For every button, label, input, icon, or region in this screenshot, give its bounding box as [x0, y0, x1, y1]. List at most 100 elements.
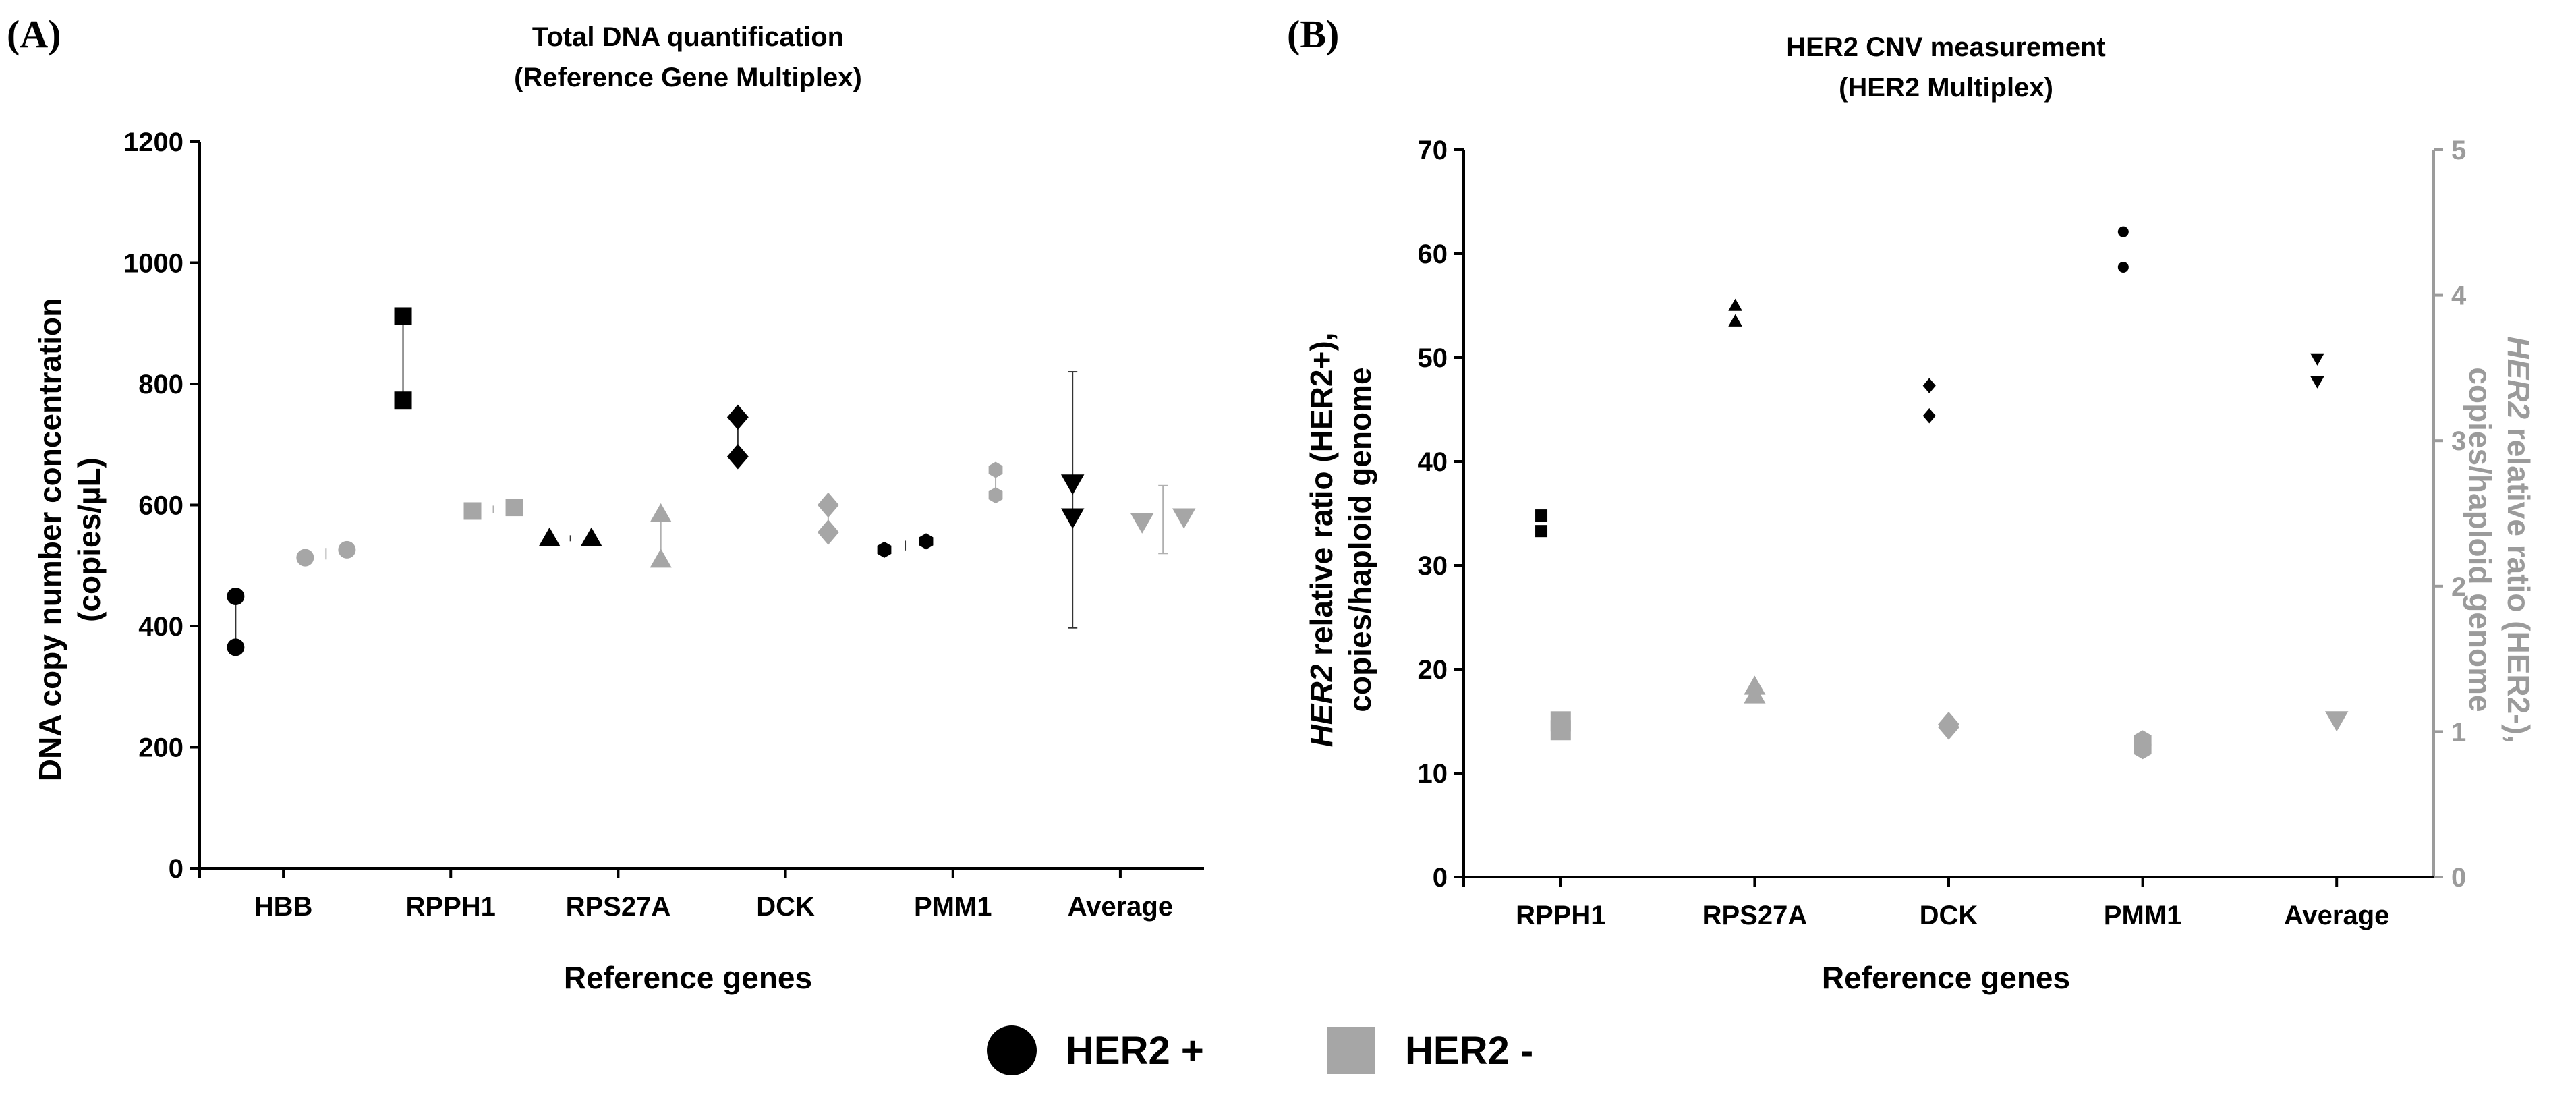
- panel-b-right-axis-title: HER2 relative ratio (HER2-),: [2501, 336, 2536, 743]
- panel-a-x-tick-label-rps27a: RPS27A: [566, 892, 671, 922]
- panel-a-y-tick-label: 1200: [123, 128, 183, 157]
- panel-a: (A) Total DNA quantification (Reference …: [7, 12, 1204, 995]
- panel-b-y-axis-title-rest: relative ratio (HER2+),: [1304, 333, 1339, 665]
- panel-b-point-her2-positive-rpph1: [1535, 509, 1548, 522]
- panel-a-point-her2-negative-rps27a: [650, 503, 672, 523]
- panel-a-point-her2-positive-dck: [726, 443, 749, 470]
- panel-a-y-tick-label: 0: [169, 854, 183, 884]
- panel-a-point-her2-negative-pmm1: [988, 461, 1003, 478]
- panel-a-point-her2-positive-average: [1060, 474, 1085, 495]
- panel-b-point-her2-positive-rps27a: [1728, 314, 1742, 327]
- panel-a-point-her2-negative-hbb: [296, 548, 314, 567]
- panel-a-x-axis-title: Reference genes: [564, 960, 812, 995]
- panel-b-y-tick-label: 70: [1418, 136, 1448, 165]
- panel-b-y-axis-title-line2: copies/haploid genome: [1342, 367, 1377, 712]
- panel-b-right-tick-label: 1: [2451, 717, 2466, 747]
- panel-a-point-her2-positive-pmm1: [919, 533, 934, 550]
- panel-b-letter: (B): [1287, 12, 1339, 56]
- panel-b-point-her2-negative-rps27a: [1744, 684, 1766, 704]
- panel-b-y-axis-title: HER2 relative ratio (HER2+),: [1304, 333, 1339, 748]
- legend: HER2 + HER2 -: [987, 1025, 1533, 1075]
- panel-b-right-axis-title-italic: HER2: [2501, 336, 2536, 419]
- panel-b-right-tick-label: 4: [2451, 281, 2467, 311]
- panel-b-x-tick-label-pmm1: PMM1: [2104, 901, 2182, 930]
- panel-b-y-axis-title-italic: HER2: [1304, 664, 1339, 747]
- panel-b-subtitle: (HER2 Multiplex): [1839, 73, 2053, 103]
- panel-a-subtitle: (Reference Gene Multiplex): [514, 63, 862, 92]
- panel-b-x-tick-label-dck: DCK: [1920, 901, 1978, 930]
- panel-a-x-tick-label-hbb: HBB: [254, 892, 313, 922]
- panel-a-y-tick-label: 400: [138, 612, 183, 642]
- panel-a-point-her2-negative-pmm1: [988, 487, 1003, 504]
- panel-a-y-tick-label: 200: [138, 733, 183, 763]
- panel-b-point-her2-positive-dck: [1922, 407, 1936, 424]
- panel-a-point-her2-negative-average: [1172, 508, 1196, 529]
- panel-a-x-tick-label-rpph1: RPPH1: [406, 892, 496, 922]
- panel-a-letter: (A): [7, 12, 61, 56]
- panel-b-axes: 0 10 20 30 40 50 60 70 0 1 2 3 4 5 RPPH1 RPS27A DCK PMM1 A…: [1418, 136, 2467, 930]
- panel-b-x-axis-title: Reference genes: [1822, 960, 2070, 995]
- panel-b-point-her2-positive-average: [2310, 353, 2324, 366]
- panel-a-x-tick-label-dck: DCK: [756, 892, 815, 922]
- panel-a-point-her2-positive-rpph1: [394, 391, 412, 410]
- panel-a-point-her2-positive-hbb: [227, 638, 245, 656]
- panel-b-point-her2-negative-rpph1: [1550, 720, 1571, 741]
- panel-a-point-her2-negative-hbb: [338, 540, 356, 559]
- panel-b-y-tick-label: 40: [1418, 447, 1448, 477]
- panel-a-x-tick-label-average: Average: [1068, 892, 1173, 922]
- panel-b-title: HER2 CNV measurement: [1786, 32, 2106, 62]
- legend-marker-her2-negative: [1327, 1027, 1375, 1074]
- panel-a-y-axis-title: DNA copy number concentration: [32, 298, 67, 781]
- panel-b-x-tick-label-rpph1: RPPH1: [1516, 901, 1605, 930]
- panel-a-point-her2-negative-rpph1: [505, 499, 523, 517]
- panel-a-point-her2-positive-rps27a: [580, 527, 602, 546]
- panel-b-y-tick-label: 10: [1418, 759, 1448, 789]
- panel-b-right-tick-label: 2: [2451, 572, 2466, 602]
- panel-b-point-her2-positive-pmm1: [2117, 262, 2129, 273]
- panel-a-point-her2-positive-dck: [726, 404, 749, 430]
- panel-a-marks: [227, 307, 1196, 656]
- panel-a-title: Total DNA quantification: [532, 22, 844, 52]
- panel-b-point-her2-negative-average: [2324, 711, 2349, 732]
- legend-label-her2-positive: HER2 +: [1066, 1029, 1204, 1073]
- panel-b-x-tick-label-average: Average: [2284, 901, 2389, 930]
- panel-a-point-her2-negative-average: [1130, 513, 1154, 534]
- panel-b-point-her2-positive-average: [2310, 376, 2324, 389]
- panel-b-x-tick-label-rps27a: RPS27A: [1702, 901, 1808, 930]
- legend-label-her2-negative: HER2 -: [1405, 1029, 1533, 1073]
- panel-b-right-tick-label: 5: [2451, 136, 2466, 165]
- panel-a-y-axis-unit: (copies/µL): [71, 457, 107, 622]
- panel-b-point-her2-negative-pmm1: [2134, 739, 2152, 760]
- panel-b-y-tick-label: 20: [1418, 655, 1448, 685]
- panel-a-y-tick-label: 600: [138, 491, 183, 521]
- panel-b-right-tick-label: 0: [2451, 863, 2466, 893]
- panel-a-point-her2-negative-rps27a: [650, 548, 672, 568]
- legend-marker-her2-positive: [987, 1025, 1037, 1075]
- panel-a-point-her2-negative-dck: [817, 492, 839, 518]
- panel-a-point-her2-positive-rpph1: [394, 307, 412, 325]
- panel-b-point-her2-positive-pmm1: [2117, 226, 2129, 237]
- panel-b-marks: [1535, 226, 2349, 760]
- panel-b-point-her2-positive-rpph1: [1535, 525, 1548, 538]
- panel-a-point-her2-negative-dck: [817, 519, 839, 545]
- panel-b-point-her2-positive-dck: [1922, 378, 1936, 393]
- panel-b-right-axis-title-line2: copies/haploid genome: [2463, 367, 2498, 712]
- panel-a-y-tick-label: 800: [138, 370, 183, 399]
- panel-a-point-her2-positive-hbb: [227, 588, 245, 606]
- panel-a-point-her2-positive-pmm1: [877, 541, 892, 558]
- panel-b-right-tick-label: 3: [2451, 426, 2466, 456]
- panel-a-x-tick-label-pmm1: PMM1: [914, 892, 992, 922]
- panel-b-y-tick-label: 50: [1418, 343, 1448, 373]
- panel-b-point-her2-positive-rps27a: [1728, 298, 1742, 311]
- panel-a-axes: 0 200 400 600 800 1000 1200 HBB RPPH1 RPS27A DCK PM…: [123, 128, 1204, 922]
- panel-b: (B) HER2 CNV measurement (HER2 Multiplex…: [1287, 12, 2536, 995]
- panel-b-y-tick-label: 0: [1433, 863, 1448, 893]
- panel-b-right-axis-title-rest: relative ratio (HER2-),: [2501, 419, 2536, 743]
- panel-b-point-her2-negative-dck: [1938, 714, 1959, 740]
- panel-b-y-tick-label: 60: [1418, 240, 1448, 269]
- panel-a-y-tick-label: 1000: [123, 249, 183, 279]
- panel-b-y-tick-label: 30: [1418, 551, 1448, 581]
- panel-a-point-her2-negative-rpph1: [463, 502, 482, 520]
